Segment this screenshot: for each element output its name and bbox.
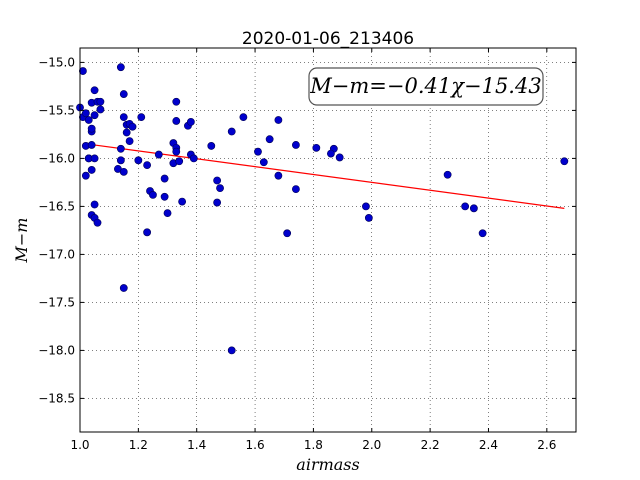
data-point	[143, 228, 152, 237]
x-tick-label: 1.8	[304, 438, 323, 452]
data-point	[227, 346, 236, 355]
data-point	[259, 158, 268, 167]
y-tick-label: −18.0	[38, 343, 75, 357]
data-point	[149, 190, 157, 199]
data-point	[119, 284, 128, 292]
data-points	[76, 63, 569, 355]
data-point	[116, 63, 125, 72]
x-tick-label: 1.2	[129, 438, 148, 452]
data-point	[283, 229, 292, 238]
data-point	[327, 149, 335, 158]
data-point	[478, 229, 487, 238]
data-point	[160, 174, 169, 183]
data-point	[265, 135, 274, 144]
grid-lines	[79, 48, 576, 432]
data-point	[163, 209, 172, 218]
data-point	[292, 141, 300, 149]
chart-title: 2020-01-06_213406	[242, 29, 414, 49]
data-point	[274, 116, 283, 124]
y-tick-label: −18.5	[38, 391, 75, 405]
data-point	[119, 90, 128, 98]
data-point	[154, 150, 163, 159]
data-point	[125, 137, 134, 146]
data-point	[134, 156, 143, 165]
data-point	[186, 118, 195, 126]
data-point	[90, 111, 99, 120]
x-tick-labels: 1.0 1.2 1.4 1.6 1.8 2.0 2.2 2.4 2.6	[70, 438, 556, 452]
x-tick-label: 1.0	[70, 438, 89, 452]
data-point	[207, 142, 216, 150]
y-tick-label: −16.5	[38, 199, 75, 213]
y-tick-label: −17.0	[38, 247, 75, 261]
data-point	[90, 200, 99, 209]
x-axis-label: airmass	[296, 455, 359, 474]
data-point	[172, 147, 181, 156]
data-point	[96, 97, 105, 106]
data-point	[79, 67, 87, 75]
data-point	[81, 109, 90, 118]
x-tick-label: 1.4	[187, 438, 206, 452]
data-point	[119, 167, 128, 176]
x-tick-label: 2.4	[479, 438, 498, 452]
plot-area-frame	[79, 47, 577, 433]
data-point	[239, 113, 248, 122]
y-tick-label: −17.5	[38, 295, 75, 309]
data-point	[160, 192, 169, 201]
data-point	[312, 143, 321, 152]
y-tick-labels: −15.0 −15.5 −16.0 −16.5 −17.0 −17.5 −18.0 −18.5	[38, 55, 75, 405]
data-point	[364, 214, 373, 222]
data-point	[143, 161, 152, 170]
fit-line	[82, 142, 565, 209]
data-point	[362, 202, 370, 211]
data-point	[227, 127, 236, 136]
data-point	[90, 86, 99, 95]
x-tick-label: 2.6	[537, 438, 556, 452]
data-point	[96, 105, 105, 114]
data-point	[254, 147, 262, 156]
data-point	[119, 113, 128, 122]
data-point	[461, 202, 470, 211]
data-point	[87, 124, 96, 133]
data-point	[90, 154, 99, 163]
y-tick-label: −15.0	[38, 55, 75, 69]
data-point	[87, 166, 96, 174]
data-point	[335, 153, 344, 162]
data-point	[469, 204, 478, 213]
fit-equation: M−m=−0.41χ−15.43	[309, 74, 541, 98]
data-point	[137, 113, 146, 122]
data-point	[172, 117, 181, 125]
data-point	[87, 141, 96, 149]
data-point	[116, 156, 125, 165]
data-point	[175, 157, 184, 166]
y-tick-label: −16.0	[38, 151, 75, 165]
data-point	[213, 198, 222, 207]
data-point	[189, 154, 198, 163]
y-tick-label: −15.5	[38, 103, 75, 117]
data-point	[292, 185, 300, 194]
data-point	[116, 144, 125, 153]
x-tick-label: 2.2	[421, 438, 440, 452]
data-point	[122, 128, 131, 137]
data-point	[216, 184, 224, 193]
data-point	[178, 197, 187, 206]
data-point	[443, 170, 452, 179]
data-point	[172, 97, 181, 106]
data-point	[84, 116, 93, 124]
x-tick-label: 1.6	[246, 438, 265, 452]
data-point	[128, 122, 137, 131]
x-tick-label: 2.0	[362, 438, 381, 452]
axis-ticks	[79, 48, 576, 432]
data-point	[213, 176, 222, 185]
data-point	[274, 171, 283, 180]
data-point	[81, 171, 90, 180]
data-point	[93, 218, 102, 227]
fit-equation-box: M−m=−0.41χ−15.43	[308, 67, 544, 106]
data-point	[560, 157, 569, 166]
y-axis-label: M−m	[12, 218, 31, 264]
